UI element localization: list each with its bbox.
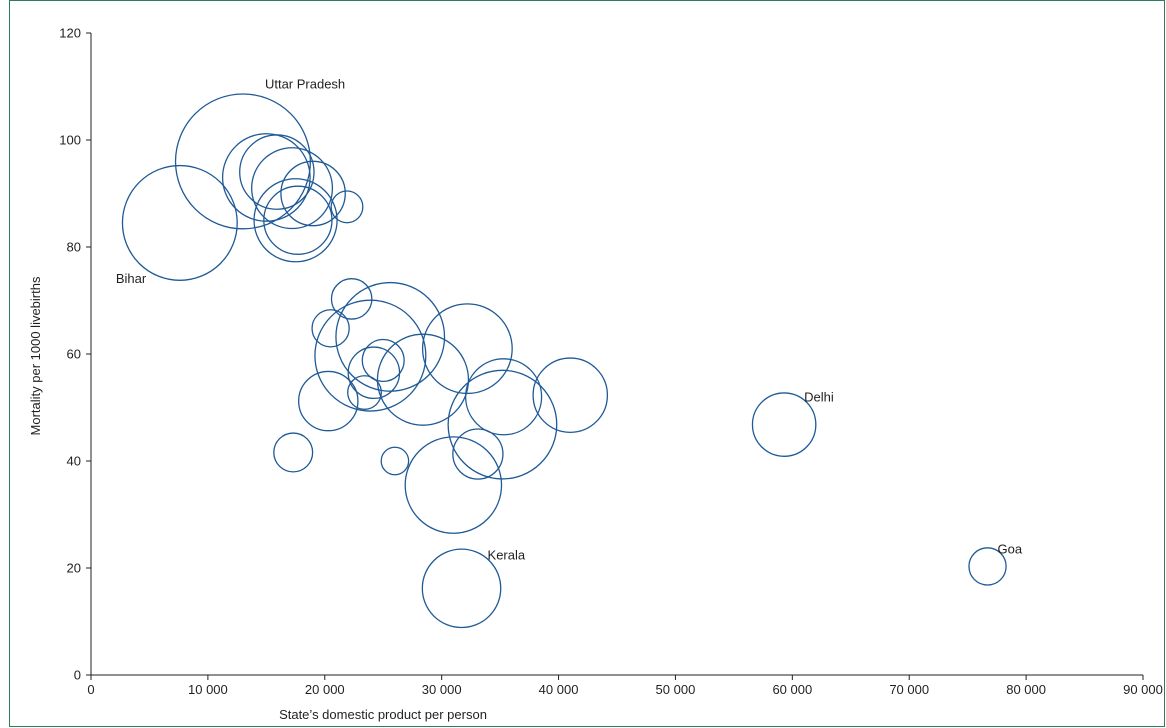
- x-tick-label: 50 000: [656, 682, 696, 697]
- x-axis-label: State’s domestic product per person: [279, 707, 487, 722]
- bubble: [464, 358, 543, 436]
- bubble: [174, 93, 312, 230]
- x-tick-label: 0: [87, 682, 94, 697]
- figure-frame: [9, 0, 1165, 727]
- bubble: [330, 278, 373, 320]
- bubble: [280, 160, 346, 227]
- bubble: [311, 309, 350, 348]
- bubble: [251, 147, 334, 230]
- bubble-label: Delhi: [804, 390, 834, 405]
- bubble: [376, 333, 470, 426]
- bubbles: [121, 93, 1007, 629]
- bubble: [968, 547, 1007, 586]
- y-tick-label: 60: [67, 347, 81, 362]
- bubble: [421, 303, 513, 395]
- bubble: [421, 548, 502, 629]
- bubble: [347, 375, 382, 410]
- y-axis-label: Mortality per 1000 livebirths: [28, 276, 43, 435]
- bubble: [314, 299, 427, 412]
- bubble: [361, 338, 405, 383]
- y-tick-label: 0: [74, 668, 81, 683]
- bubble-label: Kerala: [488, 547, 526, 562]
- bubble-label: Bihar: [116, 271, 147, 286]
- bubble: [298, 370, 359, 432]
- bubble: [253, 178, 338, 263]
- bubble-label: Uttar Pradesh: [265, 76, 345, 91]
- x-tick-label: 80 000: [1006, 682, 1046, 697]
- x-tick-label: 30 000: [422, 682, 462, 697]
- bubble: [273, 432, 314, 473]
- bubble: [380, 446, 410, 476]
- bubble: [121, 164, 238, 281]
- y-tick-label: 100: [59, 133, 81, 148]
- y-tick-label: 20: [67, 561, 81, 576]
- bubble: [330, 190, 364, 224]
- bubble: [452, 428, 504, 480]
- x-tick-label: 40 000: [539, 682, 579, 697]
- axes: 0 10 000 20 000 30 000 40 000 50 000 60 000 70 …: [59, 26, 1163, 698]
- y-tick-label: 80: [67, 240, 81, 255]
- bubble: [447, 369, 558, 480]
- x-tick-label: 10 000: [188, 682, 228, 697]
- bubble: [239, 134, 315, 210]
- bubble: [404, 436, 503, 534]
- bubble: [221, 133, 311, 222]
- x-tick-label: 20 000: [305, 682, 345, 697]
- y-tick-label: 40: [67, 454, 81, 469]
- bubble-labels: Uttar Pradesh Bihar Delhi Kerala Goa: [116, 76, 1023, 562]
- bubble: [335, 281, 446, 392]
- bubble-label: Goa: [998, 541, 1023, 556]
- bubble: [532, 357, 609, 433]
- x-tick-label: 70 000: [889, 682, 929, 697]
- x-tick-label: 90 000: [1123, 682, 1163, 697]
- y-tick-label: 120: [59, 26, 81, 41]
- bubble: [751, 392, 817, 457]
- x-tick-label: 60 000: [772, 682, 812, 697]
